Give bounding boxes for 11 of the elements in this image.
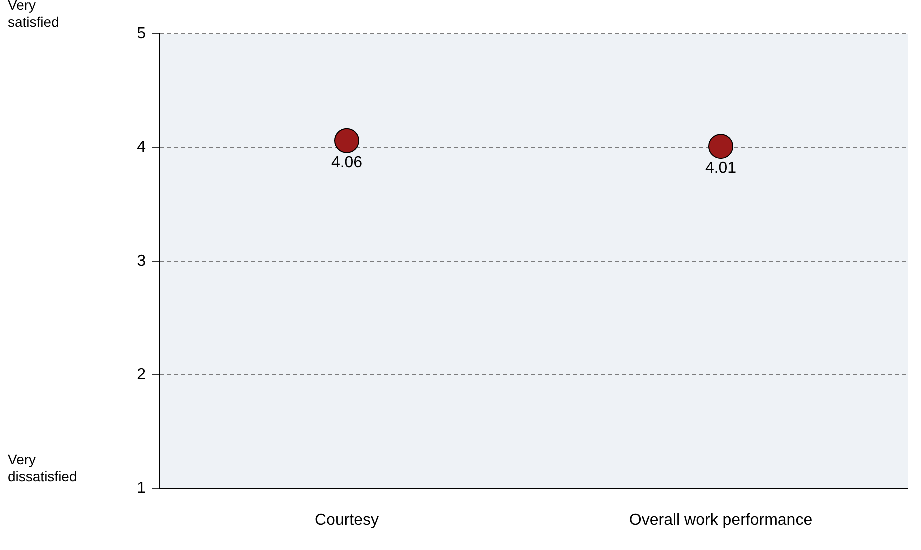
data-label: 4.01: [705, 160, 737, 177]
text: Very satisfied: [8, 0, 60, 30]
x-tick-label: Overall work performance: [629, 512, 813, 529]
data-label: 4.06: [331, 154, 363, 172]
y-tick-label: 4: [137, 139, 146, 156]
y-tick-label: 2: [137, 366, 146, 384]
y-tick-label: 3: [137, 252, 146, 270]
y-tick-label: 5: [137, 25, 146, 42]
x-tick-label: Courtesy: [314, 512, 380, 529]
text: Very dissatisfied: [8, 452, 78, 485]
y-tick-label: 1: [137, 480, 146, 498]
